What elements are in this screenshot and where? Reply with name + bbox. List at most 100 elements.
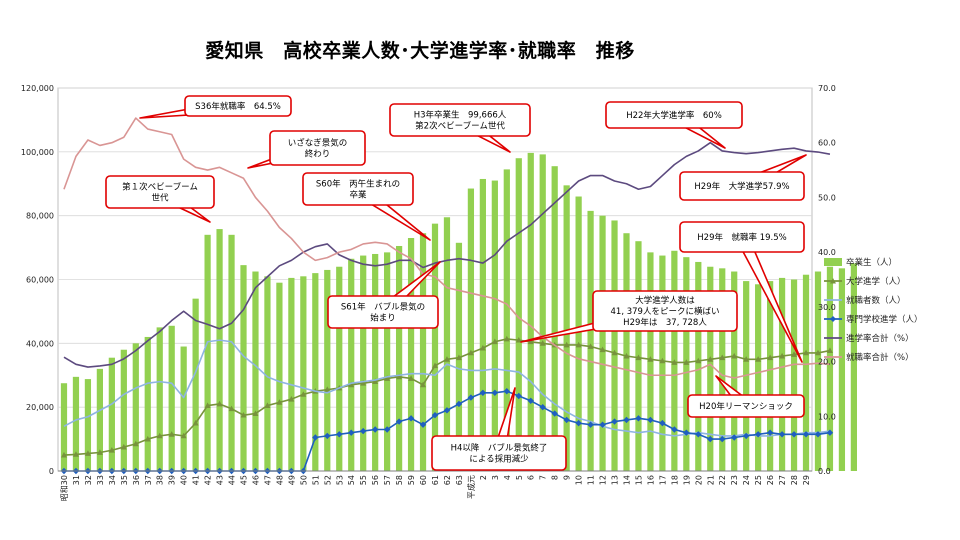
callout-text: H22年大学進学率 60% [626,110,722,121]
legend-label: 就職者数（人） [846,295,906,306]
x-tick-label: 16 [646,475,655,485]
bar-graduates [539,154,546,472]
callout-text: S61年 バブル景気の [341,302,425,313]
point-vocational [647,416,654,424]
x-tick-label: 21 [706,475,715,485]
point-university [503,335,510,342]
x-tick-label: 9 [563,475,572,480]
callout-box [431,435,567,471]
point-vocational [575,419,582,427]
y-left-tick-label: 20,000 [26,403,54,412]
callout-box [184,95,292,117]
point-university [84,450,91,456]
x-tick-label: 62 [443,475,452,485]
bar-graduates [180,346,187,471]
x-tick-label: 40 [180,475,189,485]
point-university [767,354,774,361]
point-university [120,443,127,450]
x-tick-label: 11 [587,475,596,485]
x-tick-label: 41 [192,475,201,485]
bar-graduates [802,274,810,471]
x-tick-label: 59 [407,475,416,485]
point-university [108,447,115,453]
point-vocational [683,429,690,436]
x-tick-label: 22 [718,475,727,485]
bar-graduates [96,368,104,471]
bar-graduates [766,281,774,471]
point-university [264,402,271,408]
x-tick-label: 6 [527,475,536,480]
point-vocational [336,431,343,438]
bar-graduates [407,238,415,471]
point-university [252,410,259,416]
point-university [443,356,450,362]
bar-graduates [790,279,798,471]
point-vocational [563,416,570,424]
bar-graduates [503,169,510,471]
point-university [826,347,833,353]
x-tick-label: 34 [108,475,117,485]
point-vocational [635,415,642,422]
point-vocational [515,392,522,400]
bar-graduates [108,357,115,471]
point-university [144,435,151,442]
axes: 0 20,000 40,000 60,000 80,000 100,000 120,000 0… [21,84,836,501]
callout-text: 第2次ベビーブーム世代 [415,121,505,132]
point-university [408,375,415,381]
bars-graduates [60,152,858,472]
x-tick-label: 2 [479,475,488,480]
point-university [814,349,821,356]
bar-graduates [84,379,92,471]
point-vocational [719,435,726,443]
point-university [743,356,750,362]
x-tick-label: 45 [240,475,249,485]
y-right-tick-label: 70.0 [818,84,836,93]
series-line-2 [63,339,831,437]
bar-graduates [623,233,630,471]
x-tick-label: 61 [431,475,440,485]
point-vocational [707,435,714,443]
y-right-tick-label: 60.0 [818,139,836,148]
x-tick-label: 49 [287,475,296,485]
x-tick-label: 3 [491,475,500,480]
point-vocational [503,388,511,395]
point-vocational [431,411,439,419]
point-vocational [623,416,630,424]
bar-graduates [348,258,355,471]
x-tick-label: 35 [120,475,129,485]
bar-graduates [240,265,247,471]
legend-marker [830,278,836,284]
bar-graduates [850,263,858,471]
point-vocational [659,419,666,427]
x-tick-label: 52 [323,475,332,485]
bar-graduates [755,284,762,471]
point-vocational [826,429,834,436]
bar-graduates [288,277,295,471]
point-university [491,338,498,345]
x-tick-label: 56 [371,475,380,485]
bar-graduates [252,271,259,471]
bar-graduates [60,383,68,471]
bar-graduates [144,336,151,471]
point-university [240,411,247,418]
x-tick-label: 55 [359,475,368,485]
bar-graduates [372,253,379,471]
callout-text: 終わり [305,149,331,160]
x-tick-label: 38 [156,475,165,485]
callout: S36年就職率 64.5% [139,95,292,119]
bar-graduates [515,158,522,471]
point-university [731,352,738,359]
legend-label: 進学率合計（%） [846,333,914,344]
x-tick-label: 46 [251,475,260,485]
bar-graduates [120,349,127,471]
x-tick-label: 12 [599,475,608,485]
point-vocational [599,421,606,428]
point-vocational [754,431,762,438]
callout-text: H29年は 37, 728人 [623,317,707,328]
point-vocational [371,426,379,433]
point-vocational [348,429,355,436]
point-vocational [539,403,546,411]
bar-graduates [551,166,558,471]
